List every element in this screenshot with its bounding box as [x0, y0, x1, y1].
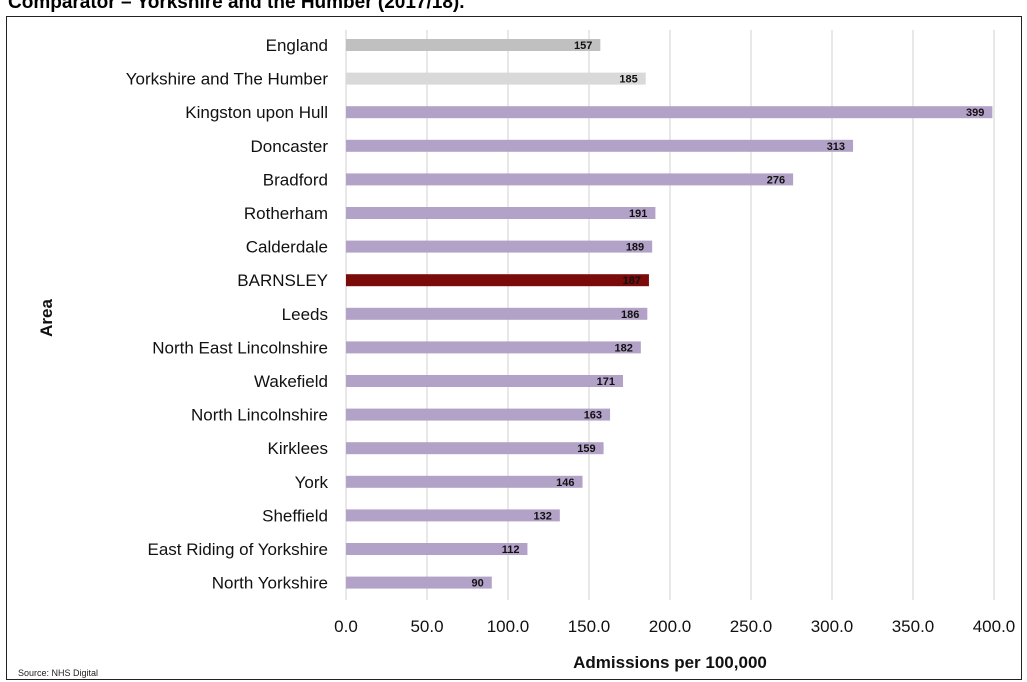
data-label: 182 [614, 342, 632, 354]
bar [346, 509, 560, 522]
x-tick-label: 350.0 [892, 617, 935, 636]
x-tick-label: 250.0 [730, 617, 773, 636]
data-label: 399 [966, 107, 984, 119]
data-label: 191 [629, 208, 647, 220]
category-label: Leeds [282, 305, 328, 324]
bar [346, 576, 492, 589]
data-label: 186 [621, 309, 639, 321]
bar [346, 39, 601, 51]
data-label: 157 [574, 40, 592, 52]
x-tick-label: 150.0 [568, 617, 611, 636]
category-label: York [295, 473, 329, 492]
category-label: North East Lincolnshire [152, 338, 328, 357]
category-label: Calderdale [246, 238, 328, 257]
category-label: Kingston upon Hull [185, 103, 328, 122]
source-note: Source: NHS Digital [18, 668, 99, 678]
y-axis-title: Area [37, 299, 56, 337]
bar [346, 408, 611, 421]
data-label: 276 [767, 174, 785, 186]
bar [346, 274, 649, 287]
data-label: 132 [533, 510, 551, 522]
bar [346, 475, 583, 488]
category-label: Bradford [263, 170, 328, 189]
bar [346, 207, 656, 219]
category-label: Wakefield [254, 372, 328, 391]
chart-frame [6, 16, 1022, 680]
bar [346, 341, 641, 354]
data-label: 313 [827, 141, 845, 153]
x-tick-label: 0.0 [334, 617, 358, 636]
category-label: North Yorkshire [212, 574, 328, 593]
data-label: 163 [584, 410, 602, 422]
bar [346, 106, 993, 119]
x-tick-label: 50.0 [410, 617, 443, 636]
category-label: Yorkshire and The Humber [126, 70, 329, 89]
category-label: North Lincolnshire [191, 406, 328, 425]
category-label: BARNSLEY [237, 271, 328, 290]
bar [346, 139, 854, 152]
bar [346, 307, 648, 320]
x-tick-label: 400.0 [973, 617, 1016, 636]
data-label: 185 [619, 74, 637, 86]
category-label: Sheffield [262, 506, 328, 525]
data-label: 146 [556, 477, 574, 489]
data-label: 171 [597, 376, 615, 388]
category-label: Rotherham [244, 204, 328, 223]
x-tick-label: 200.0 [649, 617, 692, 636]
x-tick-label: 100.0 [487, 617, 530, 636]
x-tick-label: 300.0 [811, 617, 854, 636]
bar [346, 375, 624, 387]
category-label: England [266, 36, 328, 55]
data-label: 189 [626, 242, 644, 254]
x-axis-title: Admissions per 100,000 [573, 653, 767, 672]
bar [346, 173, 794, 186]
category-label: East Riding of Yorkshire [148, 540, 329, 559]
page-title: Comparator – Yorkshire and the Humber (2… [8, 0, 465, 13]
bar [346, 72, 646, 85]
bar [346, 240, 653, 253]
data-label: 159 [577, 443, 595, 455]
data-label: 187 [623, 275, 641, 287]
bar [346, 543, 528, 555]
data-label: 112 [502, 544, 520, 556]
category-label: Kirklees [268, 439, 328, 458]
bar [346, 442, 604, 455]
data-label: 90 [472, 578, 484, 590]
category-label: Doncaster [251, 137, 329, 156]
